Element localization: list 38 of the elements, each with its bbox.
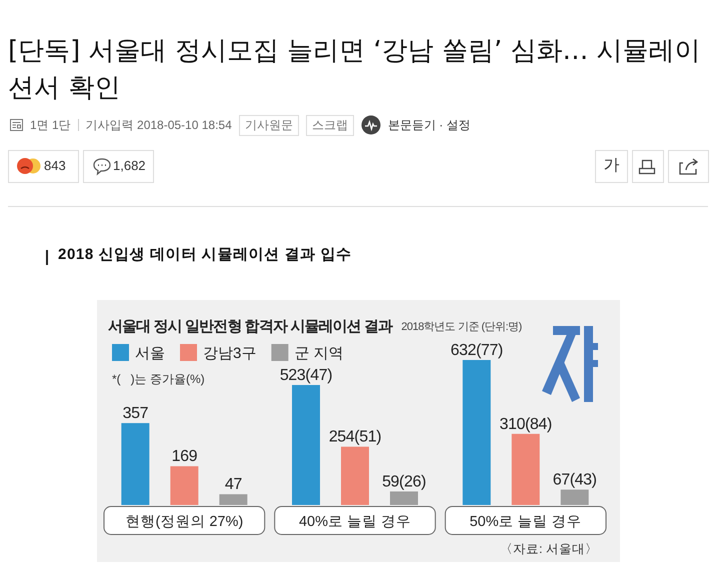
bar	[121, 423, 150, 505]
data-label: 59(26)	[382, 473, 426, 490]
text: [단독] 서울대 정시모집 늘리면 ‘강남 쏠림’ 심화… 시뮬레이션서 확인	[8, 35, 702, 105]
bar	[390, 491, 418, 505]
data-label: 632(77)	[450, 342, 503, 359]
bar	[170, 466, 198, 505]
text: 기사원문	[238, 114, 299, 136]
text: 스크랩	[306, 114, 354, 136]
data-label: 47	[224, 476, 242, 494]
chart-subtitle: 2018학년도 기준 (단위:명)	[401, 321, 522, 333]
data-label: 310(84)	[499, 416, 552, 433]
data-label: 523(47)	[280, 367, 332, 384]
annotation: *( )는 증가율(%)	[112, 372, 205, 386]
text: 1,682	[113, 158, 146, 173]
legend-label: 서울	[135, 345, 165, 362]
text: 2018 신입생 데이터 시뮬레이션 결과 입수	[58, 245, 352, 264]
text: 〈자료: 서울대〉	[500, 542, 598, 556]
bar	[341, 446, 369, 505]
data-label: 357	[122, 405, 149, 422]
x-tick-label: 50%로 늘릴 경우	[470, 514, 582, 530]
bar	[292, 385, 320, 505]
text: 본문듣기 · 설정	[388, 116, 470, 134]
text: 기사입력 2018-05-10 18:54	[86, 116, 232, 134]
bar	[219, 494, 248, 505]
legend-label: 강남3구	[203, 345, 256, 362]
data-label: 254(51)	[328, 428, 382, 446]
bar	[462, 360, 491, 505]
text: 843	[44, 158, 66, 173]
bar	[512, 434, 540, 505]
text: 가	[602, 156, 620, 176]
data-label: 169	[172, 448, 198, 466]
data-label: 67(43)	[552, 472, 597, 489]
bar	[560, 490, 589, 505]
chart-title: 서울대 정시 일반전형 합격자 시뮬레이션 결과	[108, 318, 394, 335]
legend-label: 군 지역	[294, 345, 344, 362]
x-tick-label: 현행(정원의 27%)	[125, 514, 244, 530]
x-tick-label: 40%로 늘릴 경우	[298, 514, 412, 530]
text: 1면 1단	[30, 116, 71, 134]
